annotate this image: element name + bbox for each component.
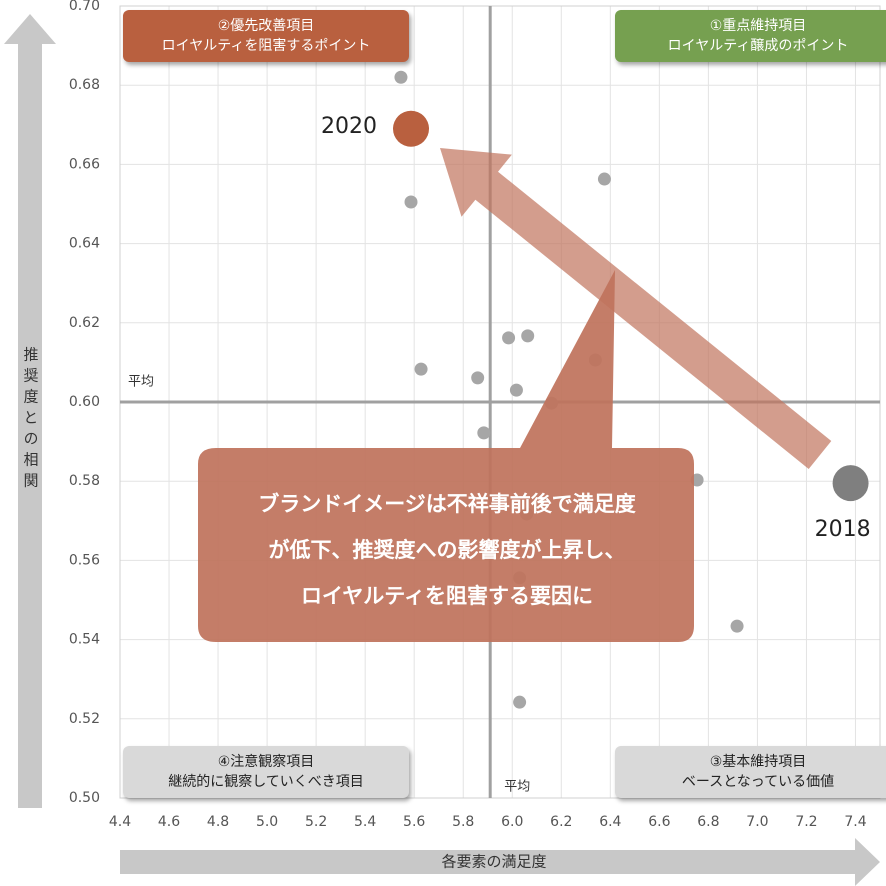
y-tick-label: 0.52 <box>69 711 100 727</box>
x-tick-label: 7.2 <box>795 814 817 830</box>
quadrant-title: ②優先改善項目 <box>217 18 315 34</box>
y-tick-label: 0.66 <box>69 156 100 172</box>
point-label: 2018 <box>815 517 871 542</box>
data-point <box>521 329 535 343</box>
x-tick-label: 5.8 <box>452 814 474 830</box>
quadrant-title: ④注意観察項目 <box>217 754 315 770</box>
y-tick-label: 0.60 <box>69 394 100 410</box>
y-tick-label: 0.64 <box>69 236 100 252</box>
data-point <box>597 172 611 186</box>
quadrant-title: ③基本維持項目 <box>709 754 807 770</box>
y-tick-label: 0.62 <box>69 315 100 331</box>
data-point <box>509 383 523 397</box>
callout-box <box>198 270 694 642</box>
callout-text: ロイヤルティを阻害する要因に <box>301 584 593 608</box>
callout-text: ブランドイメージは不祥事前後で満足度 <box>258 492 636 516</box>
x-tick-label: 6.4 <box>599 814 621 830</box>
y-tick-label: 0.54 <box>69 632 100 648</box>
data-point <box>502 331 516 345</box>
x-tick-label: 4.8 <box>207 814 229 830</box>
quadrant-subtitle: ロイヤルティを阻害するポイント <box>161 38 371 54</box>
average-label: 平均 <box>504 780 530 795</box>
quadrant-title: ①重点維持項目 <box>709 18 807 34</box>
quadrant-box: ③基本維持項目ベースとなっている価値 <box>615 746 886 798</box>
x-tick-label: 6.6 <box>648 814 670 830</box>
highlight-point <box>393 110 430 147</box>
y-tick-label: 0.56 <box>69 552 100 568</box>
y-tick-label: 0.68 <box>69 77 100 93</box>
x-tick-label: 7.4 <box>844 814 866 830</box>
x-tick-label: 6.8 <box>697 814 719 830</box>
data-point <box>404 195 418 209</box>
data-point <box>477 426 491 440</box>
data-point <box>414 362 428 376</box>
data-point <box>730 619 744 633</box>
x-tick-label: 7.0 <box>746 814 768 830</box>
x-tick-label: 4.6 <box>158 814 180 830</box>
x-tick-label: 6.2 <box>550 814 572 830</box>
callout-text: が低下、推奨度への影響度が上昇し、 <box>269 538 626 562</box>
average-label: 平均 <box>128 375 154 390</box>
highlight-point <box>832 465 869 502</box>
point-label: 2020 <box>321 114 377 139</box>
data-point <box>471 371 485 385</box>
quadrant-subtitle: ベースとなっている価値 <box>681 774 835 790</box>
x-tick-label: 4.4 <box>109 814 131 830</box>
quadrant-box: ①重点維持項目ロイヤルティ醸成のポイント <box>615 10 886 62</box>
quadrant-subtitle: ロイヤルティ醸成のポイント <box>667 38 849 54</box>
y-axis-title: 推奨度との相関 <box>22 347 40 494</box>
trend-arrow <box>440 148 832 469</box>
quadrant-box: ②優先改善項目ロイヤルティを阻害するポイント <box>123 10 409 62</box>
data-point <box>513 695 527 709</box>
y-tick-label: 0.70 <box>69 0 100 14</box>
data-point <box>394 70 408 84</box>
x-tick-label: 6.0 <box>501 814 523 830</box>
y-axis-arrow <box>4 14 56 808</box>
x-tick-label: 5.0 <box>256 814 278 830</box>
x-tick-label: 5.2 <box>305 814 327 830</box>
x-tick-label: 5.4 <box>354 814 376 830</box>
x-axis-arrow <box>120 838 880 886</box>
quadrant-box: ④注意観察項目継続的に観察していくべき項目 <box>123 746 409 798</box>
y-tick-label: 0.50 <box>69 790 100 806</box>
y-tick-label: 0.58 <box>69 473 100 489</box>
quadrant-subtitle: 継続的に観察していくべき項目 <box>168 774 364 790</box>
x-axis-title: 各要素の満足度 <box>441 853 546 871</box>
x-tick-label: 5.6 <box>403 814 425 830</box>
